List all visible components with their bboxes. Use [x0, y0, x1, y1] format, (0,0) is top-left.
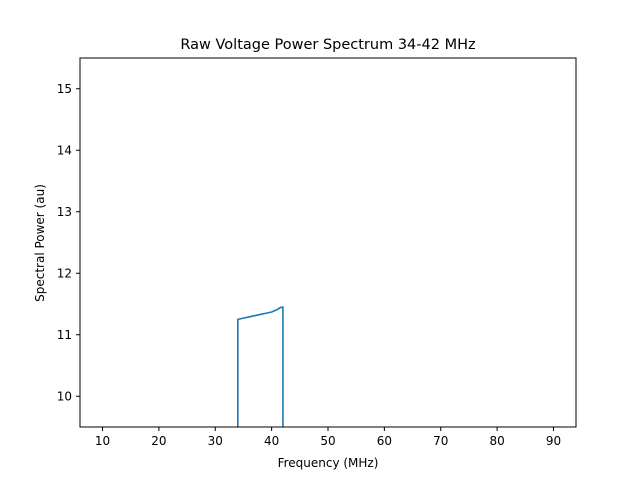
- x-tick-label: 20: [151, 434, 166, 448]
- x-axis-ticks: 10 20 30 40 50 60 70 80 90: [95, 427, 561, 448]
- x-tick-label: 30: [208, 434, 223, 448]
- y-tick-label: 12: [57, 266, 72, 280]
- x-tick-label: 70: [433, 434, 448, 448]
- y-axis-ticks: 10 11 12 13 14 15: [57, 82, 80, 403]
- y-tick-label: 11: [57, 328, 72, 342]
- x-tick-label: 40: [264, 434, 279, 448]
- x-tick-label: 80: [489, 434, 504, 448]
- chart-title: Raw Voltage Power Spectrum 34-42 MHz: [180, 37, 475, 53]
- plot-frame: [79, 57, 577, 428]
- series-layer: [237, 306, 284, 427]
- x-tick-label: 60: [377, 434, 392, 448]
- y-tick-label: 14: [57, 143, 72, 157]
- y-axis-label: Spectral Power (au): [33, 184, 47, 302]
- x-axis-label: Frequency (MHz): [278, 456, 379, 470]
- y-tick-label: 13: [57, 205, 72, 219]
- y-tick-label: 15: [57, 82, 72, 96]
- x-tick-label: 10: [95, 434, 110, 448]
- x-tick-label: 50: [320, 434, 335, 448]
- x-tick-label: 90: [546, 434, 561, 448]
- series-line: [237, 306, 284, 427]
- y-tick-label: 10: [57, 389, 72, 403]
- plot-background: [80, 58, 576, 427]
